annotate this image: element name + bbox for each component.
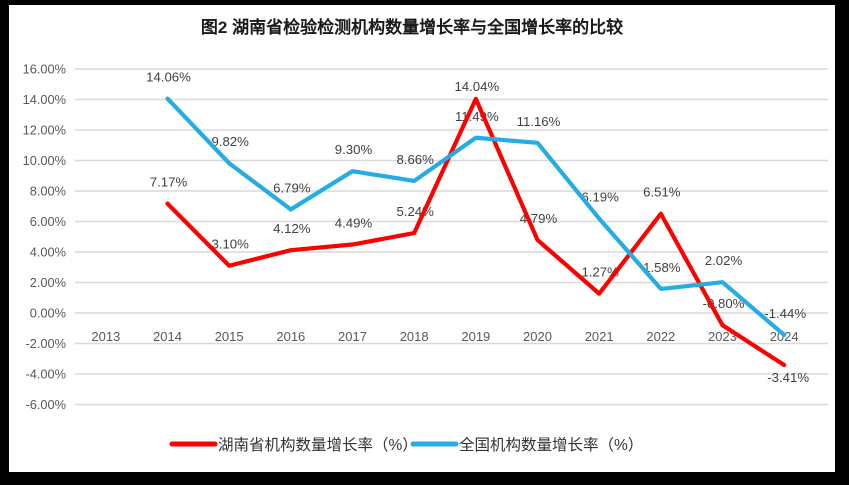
legend: 湖南省机构数量增长率（%） 全国机构数量增长率（%） bbox=[169, 436, 643, 454]
data-label: 6.51% bbox=[643, 185, 681, 200]
x-axis-tick-label: 2014 bbox=[153, 329, 182, 344]
x-axis-tick-label: 2019 bbox=[461, 329, 490, 344]
data-label: 11.16% bbox=[517, 114, 561, 129]
chart-title: 图2 湖南省检验检测机构数量增长率与全国增长率的比较 bbox=[201, 17, 623, 37]
data-label: 14.04% bbox=[454, 79, 499, 94]
data-label: 4.49% bbox=[335, 216, 373, 231]
series-line-national bbox=[165, 96, 787, 338]
y-axis-tick-label: -4.00% bbox=[25, 367, 66, 382]
legend-item-national: 全国机构数量增长率（%） bbox=[410, 436, 643, 454]
x-axis-tick-label: 2022 bbox=[646, 329, 675, 344]
x-axis-tick-label: 2018 bbox=[400, 329, 429, 344]
series-line-hunan bbox=[165, 96, 787, 368]
x-axis-tick-label: 2013 bbox=[91, 329, 120, 344]
data-label: 1.58% bbox=[643, 260, 681, 275]
legend-label-hunan: 湖南省机构数量增长率（%） bbox=[218, 436, 418, 454]
y-axis-tick-label: 14.00% bbox=[23, 92, 66, 107]
y-axis-tick-label: 0.00% bbox=[30, 306, 66, 321]
y-axis-tick-label: 10.00% bbox=[23, 153, 66, 168]
chart-background bbox=[9, 5, 835, 472]
data-label: 9.30% bbox=[335, 142, 373, 157]
data-label: 9.82% bbox=[211, 134, 249, 149]
y-axis-tick-label: 2.00% bbox=[30, 275, 66, 290]
legend-label-national: 全国机构数量增长率（%） bbox=[459, 436, 643, 454]
series-lines bbox=[165, 96, 787, 368]
legend-item-hunan: 湖南省机构数量增长率（%） bbox=[169, 436, 418, 454]
data-label: -3.41% bbox=[767, 370, 809, 385]
x-axis-tick-label: 2016 bbox=[276, 329, 305, 344]
x-axis-tick-label: 2015 bbox=[215, 329, 244, 344]
x-axis-tick-label: 2017 bbox=[338, 329, 367, 344]
y-axis-tick-labels: 16.00% 14.00% 12.00% 10.00% 8.00% 6.00% 4.00% 2… bbox=[23, 62, 66, 413]
data-label: 1.27% bbox=[581, 265, 619, 280]
x-axis-tick-label: 2021 bbox=[585, 329, 614, 344]
y-axis-tick-label: 4.00% bbox=[30, 245, 66, 260]
data-label: 7.17% bbox=[150, 175, 188, 190]
data-label: 4.12% bbox=[273, 221, 311, 236]
data-label: 14.06% bbox=[146, 70, 191, 85]
y-axis-tick-label: 6.00% bbox=[30, 214, 66, 229]
data-label: 8.66% bbox=[396, 152, 434, 167]
x-axis-tick-label: 2020 bbox=[523, 329, 552, 344]
y-axis-tick-label: 16.00% bbox=[23, 62, 66, 77]
data-label: 6.19% bbox=[581, 190, 619, 205]
y-axis-tick-label: 8.00% bbox=[30, 184, 66, 199]
data-label: 11.49% bbox=[455, 109, 499, 124]
y-axis-tick-label: -2.00% bbox=[25, 336, 66, 351]
data-label: -1.44% bbox=[764, 306, 806, 321]
x-axis-tick-label: 2023 bbox=[708, 329, 737, 344]
data-label: 6.79% bbox=[273, 180, 311, 195]
data-label: 2.02% bbox=[705, 253, 743, 268]
data-label: 3.10% bbox=[211, 237, 249, 252]
gridlines bbox=[75, 68, 828, 406]
y-axis-tick-label: 12.00% bbox=[23, 123, 66, 138]
y-axis-tick-label: -6.00% bbox=[25, 397, 66, 412]
